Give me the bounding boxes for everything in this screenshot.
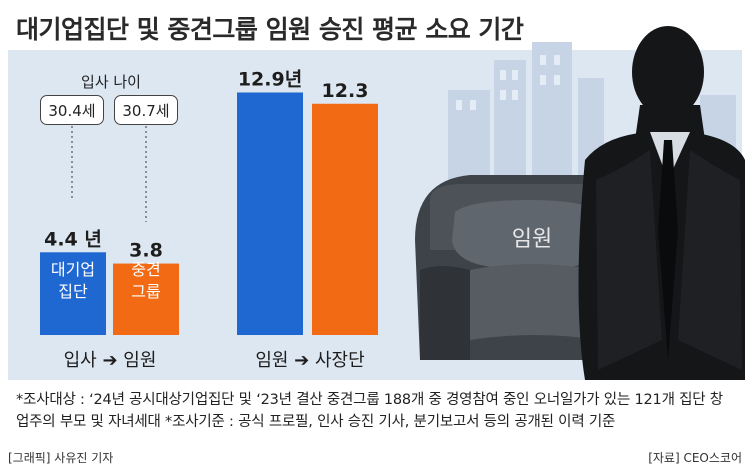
source: [자료] CEO스코어 <box>648 451 742 465</box>
bar-0-1 <box>113 263 179 335</box>
value-label-1-0: 12.9년 <box>238 68 302 90</box>
entry-age-box-large-group: 30.4세 <box>40 95 104 125</box>
value-label-0-1: 3.8 <box>129 240 163 262</box>
x-axis-label-0: 입사 ➔ 임원 <box>64 350 157 371</box>
city-skyline-illustration <box>448 42 736 185</box>
category-label-0-0-1: 집단 <box>58 282 88 301</box>
credit: [그래픽] 사유진 기자 <box>8 451 114 465</box>
chart-title: 대기업집단 및 중견그룹 임원 승진 평균 소요 기간 <box>16 15 524 44</box>
category-label-0-1-0: 중견 <box>131 260 160 279</box>
bar-1-0 <box>237 92 303 335</box>
chair-label: 임원 <box>512 227 552 252</box>
value-label-0-0: 4.4 년 <box>44 228 102 250</box>
bar-1-1 <box>312 103 378 335</box>
category-label-0-0-0: 대기업 <box>51 260 95 279</box>
necktie <box>658 140 678 360</box>
chart-executive-to-president: 12.9년 12.3 임원 ➔ 사장단 <box>237 68 378 371</box>
x-axis-label-1: 임원 ➔ 사장단 <box>255 350 364 371</box>
bar-0-0 <box>40 252 106 335</box>
entry-age-box-midsize-group: 30.7세 <box>114 95 178 125</box>
footnote: *조사대상 : ‘24년 공시대상기업집단 및 ‘23년 결산 중견그룹 188… <box>16 392 723 430</box>
value-label-1-1: 12.3 <box>322 80 369 102</box>
category-label-0-1-1: 그룹 <box>131 282 160 301</box>
entry-age-title: 입사 나이 <box>81 73 141 91</box>
